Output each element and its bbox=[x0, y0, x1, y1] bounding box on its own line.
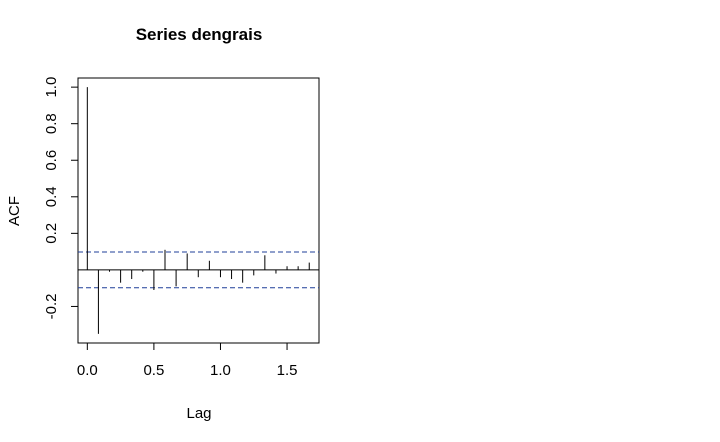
plot-content bbox=[78, 87, 319, 334]
chart-title: Series dengrais bbox=[136, 25, 263, 44]
x-tick-label: 0.5 bbox=[143, 362, 164, 379]
y-tick-label: 0.2 bbox=[43, 223, 60, 244]
y-axis-label: ACF bbox=[6, 196, 23, 226]
y-tick-label: 0.8 bbox=[43, 113, 60, 134]
y-axis: -0.2 0.2 0.4 0.6 0.8 1.0 bbox=[43, 77, 78, 320]
x-tick-label: 1.5 bbox=[277, 362, 298, 379]
y-tick-label: 0.6 bbox=[43, 150, 60, 171]
y-tick-label: 0.4 bbox=[43, 186, 60, 207]
x-axis-label: Lag bbox=[186, 405, 211, 422]
y-tick-label: 1.0 bbox=[43, 77, 60, 98]
x-tick-label: 1.0 bbox=[210, 362, 231, 379]
y-tick-label: -0.2 bbox=[43, 294, 60, 320]
x-axis: 0.0 0.5 1.0 1.5 bbox=[77, 343, 298, 379]
plot-frame bbox=[77, 77, 320, 344]
x-tick-label: 0.0 bbox=[77, 362, 98, 379]
